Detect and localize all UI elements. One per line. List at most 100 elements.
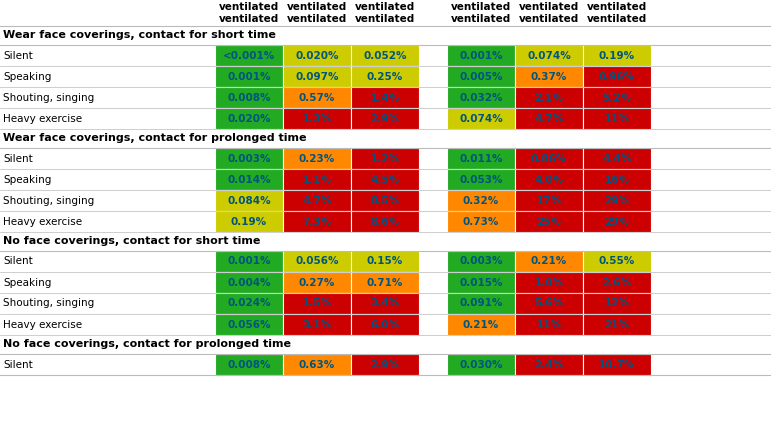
- Text: 0.056%: 0.056%: [295, 257, 338, 266]
- Bar: [351, 190, 419, 211]
- Text: Silent: Silent: [3, 360, 32, 369]
- Text: 0.074%: 0.074%: [459, 113, 503, 124]
- Bar: [283, 314, 351, 335]
- Bar: [283, 108, 351, 129]
- Bar: [515, 354, 583, 375]
- Text: Shouting, singing: Shouting, singing: [3, 196, 94, 206]
- Bar: [447, 190, 515, 211]
- Bar: [351, 272, 419, 293]
- Bar: [215, 293, 283, 314]
- Bar: [283, 272, 351, 293]
- Bar: [215, 251, 283, 272]
- Bar: [419, 66, 447, 87]
- Bar: [351, 354, 419, 375]
- Text: 0.23%: 0.23%: [299, 153, 335, 164]
- Text: Speaking: Speaking: [3, 71, 52, 82]
- Bar: [515, 169, 583, 190]
- Text: Silent: Silent: [3, 257, 32, 266]
- Text: 0.008%: 0.008%: [227, 93, 271, 102]
- Text: <0.001%: <0.001%: [223, 51, 275, 60]
- Text: 0.052%: 0.052%: [363, 51, 407, 60]
- Text: 5.6%: 5.6%: [534, 298, 564, 309]
- Bar: [351, 211, 419, 232]
- Text: ventilated: ventilated: [219, 2, 279, 12]
- Bar: [419, 169, 447, 190]
- Text: 2.9%: 2.9%: [371, 113, 399, 124]
- Text: 1.0%: 1.0%: [534, 278, 564, 287]
- Text: 5.2%: 5.2%: [602, 93, 631, 102]
- Bar: [215, 190, 283, 211]
- Bar: [0, 335, 771, 354]
- Bar: [419, 87, 447, 108]
- Bar: [0, 314, 215, 335]
- Bar: [351, 66, 419, 87]
- Bar: [583, 251, 651, 272]
- Text: 4.5%: 4.5%: [370, 175, 399, 184]
- Text: 0.27%: 0.27%: [299, 278, 335, 287]
- Text: 4.7%: 4.7%: [302, 196, 332, 206]
- Bar: [0, 354, 215, 375]
- Text: ventilated: ventilated: [587, 2, 647, 12]
- Bar: [583, 66, 651, 87]
- Text: 11%: 11%: [604, 113, 629, 124]
- Bar: [0, 251, 215, 272]
- Text: 0.015%: 0.015%: [460, 278, 503, 287]
- Text: 21%: 21%: [604, 320, 629, 329]
- Bar: [283, 169, 351, 190]
- Bar: [351, 45, 419, 66]
- Text: 1.5%: 1.5%: [302, 298, 332, 309]
- Text: 12%: 12%: [604, 298, 629, 309]
- Bar: [215, 45, 283, 66]
- Text: Wear face coverings, contact for prolonged time: Wear face coverings, contact for prolong…: [3, 133, 307, 142]
- Bar: [351, 148, 419, 169]
- Text: 0.57%: 0.57%: [299, 93, 335, 102]
- Bar: [215, 148, 283, 169]
- Bar: [351, 314, 419, 335]
- Bar: [215, 87, 283, 108]
- Bar: [515, 190, 583, 211]
- Text: 0.084%: 0.084%: [227, 196, 271, 206]
- Bar: [583, 190, 651, 211]
- Bar: [515, 293, 583, 314]
- Text: 0.003%: 0.003%: [460, 257, 503, 266]
- Text: 2.9%: 2.9%: [371, 360, 399, 369]
- Bar: [515, 108, 583, 129]
- Bar: [0, 211, 215, 232]
- Bar: [447, 314, 515, 335]
- Text: 0.091%: 0.091%: [460, 298, 503, 309]
- Bar: [419, 314, 447, 335]
- Bar: [0, 108, 215, 129]
- Bar: [0, 26, 771, 45]
- Bar: [515, 272, 583, 293]
- Bar: [215, 354, 283, 375]
- Bar: [583, 108, 651, 129]
- Text: 0.96%: 0.96%: [599, 71, 635, 82]
- Bar: [0, 190, 215, 211]
- Bar: [351, 251, 419, 272]
- Text: 0.003%: 0.003%: [227, 153, 271, 164]
- Text: 0.056%: 0.056%: [227, 320, 271, 329]
- Text: 0.001%: 0.001%: [460, 51, 503, 60]
- Bar: [583, 211, 651, 232]
- Bar: [0, 148, 215, 169]
- Text: 0.024%: 0.024%: [227, 298, 271, 309]
- Text: Wear face coverings, contact for short time: Wear face coverings, contact for short t…: [3, 30, 276, 40]
- Text: 0.19%: 0.19%: [599, 51, 635, 60]
- Text: 11%: 11%: [537, 320, 561, 329]
- Text: 0.030%: 0.030%: [460, 360, 503, 369]
- Text: 2.6%: 2.6%: [602, 278, 631, 287]
- Text: No face coverings, contact for prolonged time: No face coverings, contact for prolonged…: [3, 339, 291, 348]
- Text: No face coverings, contact for short time: No face coverings, contact for short tim…: [3, 235, 261, 246]
- Text: 8.6%: 8.6%: [371, 216, 399, 227]
- Bar: [419, 354, 447, 375]
- Text: Heavy exercise: Heavy exercise: [3, 216, 82, 227]
- Bar: [283, 87, 351, 108]
- Bar: [583, 45, 651, 66]
- Bar: [515, 148, 583, 169]
- Text: Shouting, singing: Shouting, singing: [3, 298, 94, 309]
- Text: ventilated: ventilated: [519, 14, 579, 24]
- Text: ventilated: ventilated: [451, 2, 511, 12]
- Text: 0.001%: 0.001%: [227, 257, 271, 266]
- Bar: [0, 169, 215, 190]
- Bar: [515, 45, 583, 66]
